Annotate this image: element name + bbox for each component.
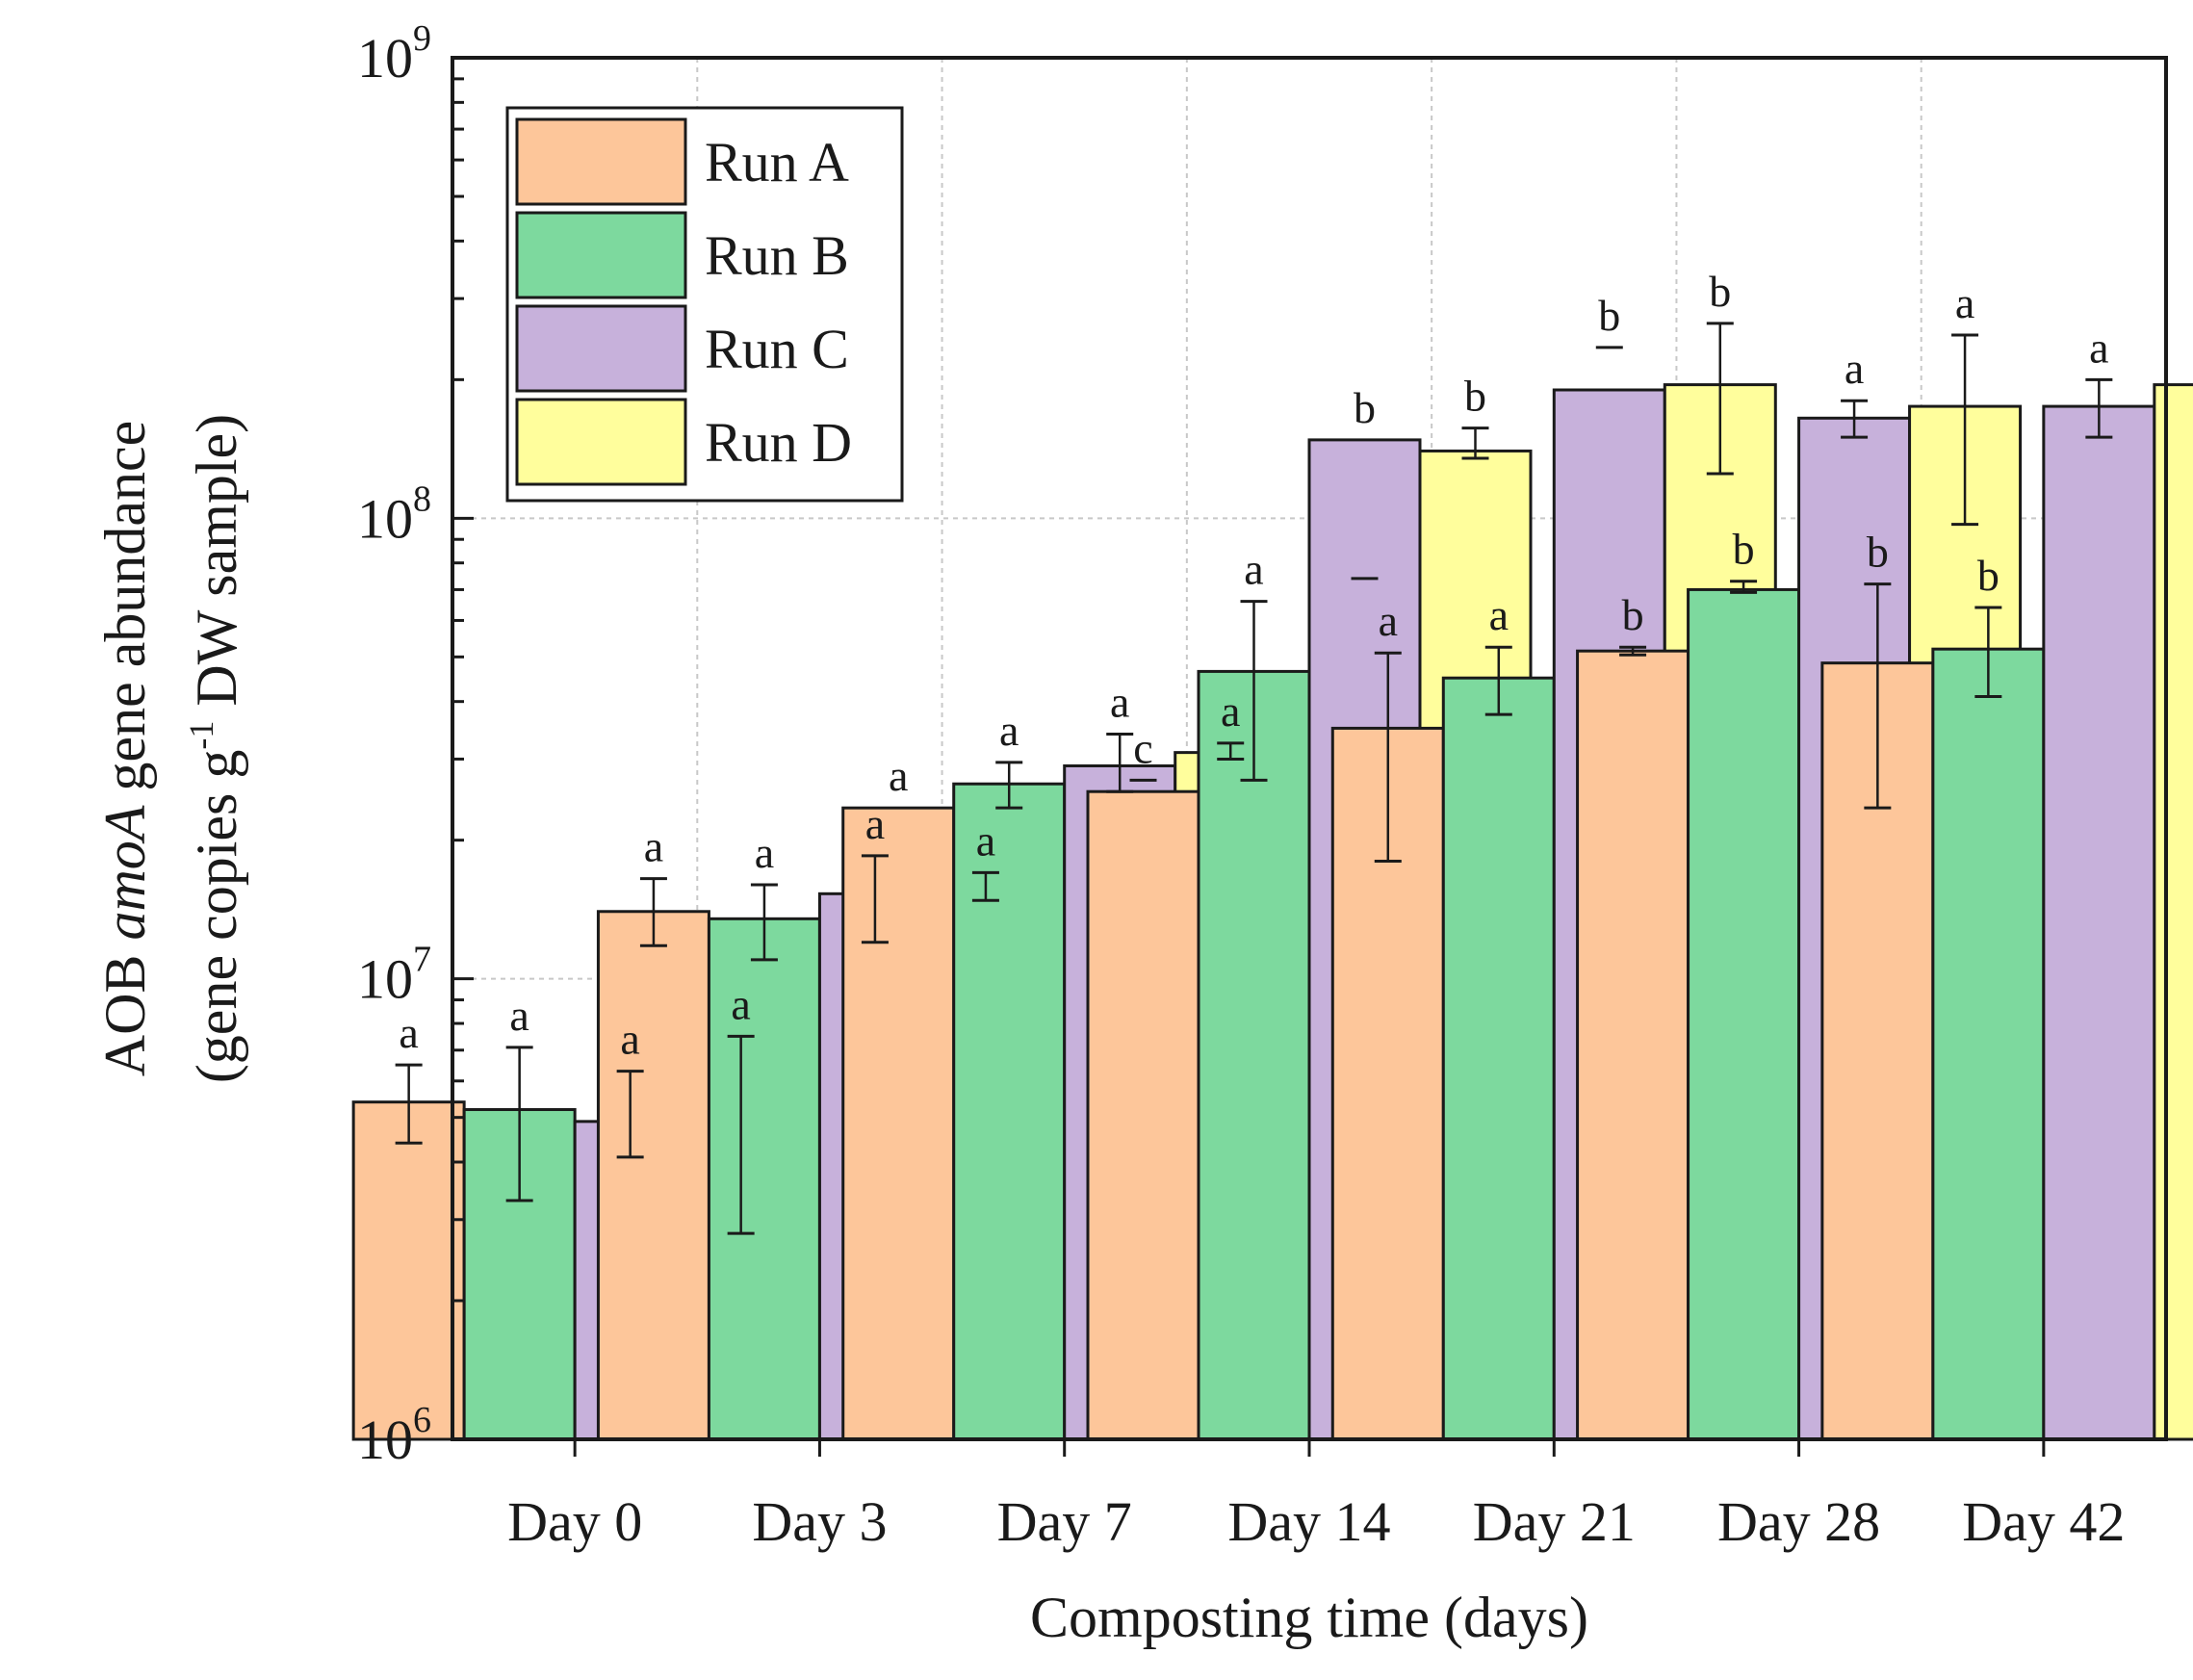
significance-label: b bbox=[1733, 525, 1755, 574]
significance-label: a bbox=[1489, 590, 1509, 639]
significance-label: a bbox=[889, 751, 908, 800]
legend-label: Run A bbox=[705, 131, 849, 194]
x-tick-label: Day 21 bbox=[1473, 1490, 1636, 1553]
legend-label: Run C bbox=[705, 318, 849, 380]
significance-label: a bbox=[1221, 686, 1240, 736]
significance-label: b bbox=[1867, 528, 1889, 577]
y-tick-label: 106 bbox=[357, 1400, 431, 1471]
x-axis: Day 0 Day 3 Day 7 Day 14 Day 21 Day 28 Day 42 bbox=[507, 1439, 2125, 1553]
significance-label: a bbox=[755, 828, 774, 877]
significance-labels-layer: aaaaaaaaaaaacabbaabbbbaabbaa bbox=[399, 267, 2108, 1064]
x-axis-title: Composting time (days) bbox=[1030, 1586, 1588, 1649]
y-axis-title-prefix: AOB bbox=[93, 941, 157, 1077]
y-tick-exponent: 8 bbox=[413, 478, 431, 519]
significance-label: b bbox=[1622, 590, 1644, 639]
y-tick-base: 10 bbox=[357, 948, 413, 1011]
y-axis-title-line2: (gene copies g-1 DW sample) bbox=[182, 414, 248, 1083]
bar bbox=[1441, 676, 1556, 1441]
significance-label: a bbox=[1379, 596, 1398, 645]
significance-label: a bbox=[1845, 344, 1864, 393]
x-tick-label: Day 0 bbox=[507, 1490, 642, 1553]
y-tick-label: 109 bbox=[357, 18, 431, 90]
y-tick-base: 10 bbox=[357, 487, 413, 550]
significance-label: a bbox=[976, 815, 995, 865]
y-tick-label: 107 bbox=[357, 940, 431, 1011]
y-axis-units-exponent: -1 bbox=[182, 721, 220, 750]
bar bbox=[2153, 383, 2193, 1441]
significance-label: a bbox=[999, 706, 1019, 755]
significance-label: a bbox=[620, 1015, 639, 1064]
legend: Run A Run B Run C Run D bbox=[505, 106, 904, 503]
legend-swatch bbox=[515, 211, 687, 299]
bar bbox=[1687, 587, 1801, 1441]
bar bbox=[707, 917, 821, 1441]
x-tick-label: Day 7 bbox=[997, 1490, 1132, 1553]
y-tick-exponent: 6 bbox=[413, 1400, 431, 1440]
y-axis-units-prefix: (gene copies g bbox=[185, 750, 248, 1084]
significance-label: a bbox=[2089, 323, 2108, 372]
x-tick-label: Day 3 bbox=[752, 1490, 887, 1553]
significance-label: a bbox=[399, 1008, 418, 1057]
y-tick-label: 108 bbox=[357, 478, 431, 550]
legend-swatch bbox=[515, 398, 687, 486]
significance-label: a bbox=[644, 822, 663, 871]
bar bbox=[1576, 649, 1690, 1441]
y-axis-title-line1: AOB amoA gene abundance bbox=[93, 421, 157, 1076]
x-tick-label: Day 14 bbox=[1227, 1490, 1390, 1553]
y-tick-base: 10 bbox=[357, 27, 413, 90]
legend-label: Run B bbox=[705, 224, 849, 287]
significance-label: c bbox=[1133, 723, 1152, 772]
significance-label: a bbox=[1955, 278, 1974, 327]
bar bbox=[596, 910, 710, 1441]
legend-label: Run D bbox=[705, 411, 852, 474]
error-bars-layer bbox=[395, 322, 2113, 1235]
significance-label: b bbox=[1354, 383, 1376, 432]
significance-label: a bbox=[865, 799, 885, 848]
y-tick-base: 10 bbox=[357, 1409, 413, 1471]
significance-label: a bbox=[1110, 677, 1129, 726]
significance-label: a bbox=[731, 979, 750, 1028]
bar bbox=[2042, 404, 2156, 1441]
bar bbox=[1086, 789, 1200, 1441]
bar bbox=[1931, 647, 2046, 1441]
y-tick-exponent: 9 bbox=[413, 18, 431, 59]
x-tick-label: Day 28 bbox=[1717, 1490, 1880, 1553]
significance-label: b bbox=[1598, 291, 1620, 340]
y-axis-title-suffix: gene abundance bbox=[93, 421, 157, 806]
significance-label: a bbox=[509, 991, 529, 1040]
bar bbox=[952, 782, 1067, 1441]
bars-layer bbox=[351, 383, 2193, 1441]
bar bbox=[351, 1100, 466, 1441]
y-axis-title-gene: amoA bbox=[93, 805, 157, 940]
significance-label: b bbox=[1464, 372, 1486, 421]
x-tick-label: Day 42 bbox=[1962, 1490, 2125, 1553]
legend-swatch bbox=[515, 117, 687, 206]
y-tick-exponent: 7 bbox=[413, 940, 431, 980]
bar bbox=[1197, 669, 1311, 1441]
significance-label: b bbox=[1977, 551, 2000, 600]
significance-label: b bbox=[1709, 267, 1731, 316]
significance-label: a bbox=[1244, 545, 1263, 594]
bar bbox=[841, 806, 956, 1441]
legend-swatch bbox=[515, 304, 687, 393]
y-axis-units-suffix: DW sample) bbox=[185, 414, 248, 721]
